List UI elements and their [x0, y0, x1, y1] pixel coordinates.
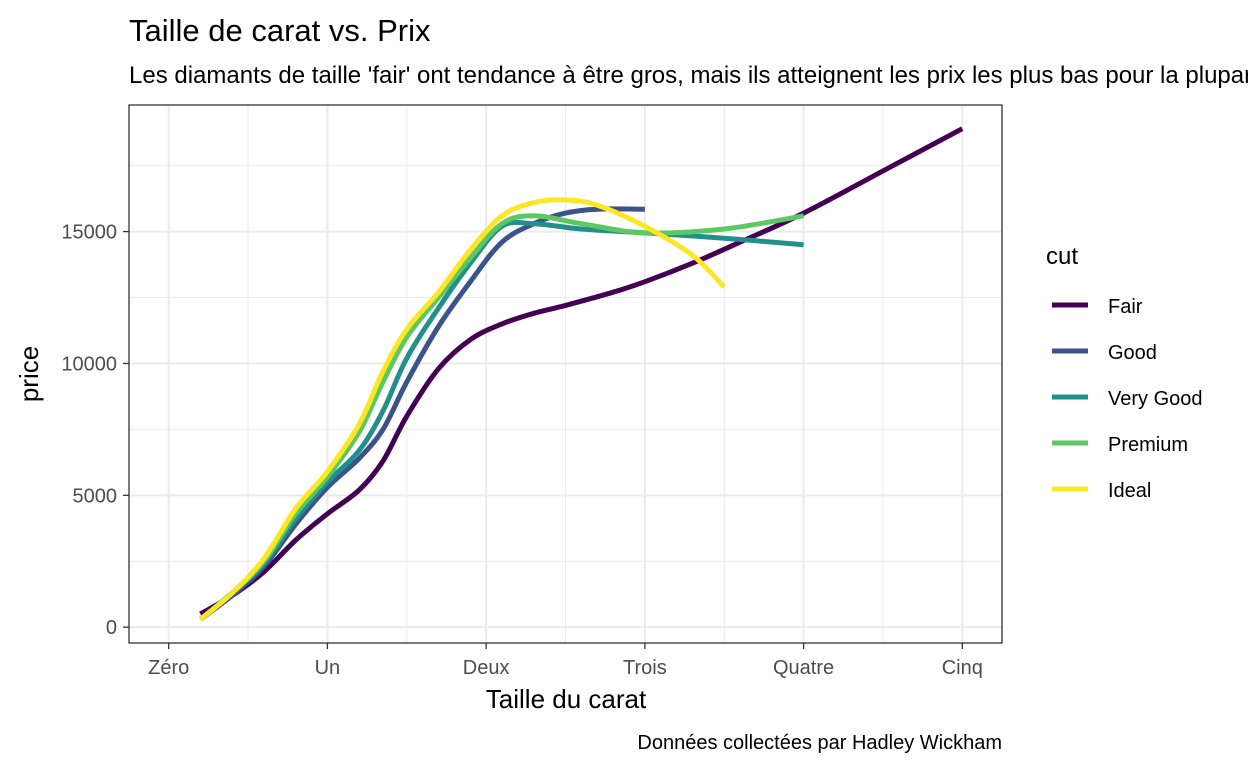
x-tick-label: Zéro	[148, 657, 189, 679]
chart-caption: Données collectées par Hadley Wickham	[637, 732, 1002, 754]
x-axis: Zéro Un Deux Trois Quatre Cinq	[148, 643, 983, 679]
chart-title: Taille de carat vs. Prix	[129, 13, 431, 48]
x-tick-label: Quatre	[773, 657, 834, 679]
major-gridlines	[129, 105, 1002, 643]
legend-label-good: Good	[1108, 342, 1157, 364]
chart-subtitle: Les diamants de taille 'fair' ont tendan…	[129, 62, 1248, 89]
legend-label-very-good: Very Good	[1108, 388, 1203, 410]
y-axis-title: price	[14, 346, 44, 402]
legend-label-premium: Premium	[1108, 434, 1188, 456]
x-tick-label: Deux	[463, 657, 510, 679]
legend-label-ideal: Ideal	[1108, 480, 1151, 502]
legend-title: cut	[1046, 243, 1078, 270]
x-axis-title: Taille du carat	[486, 684, 647, 714]
legend-label-fair: Fair	[1108, 296, 1143, 318]
y-axis: 0 5000 10000 15000	[61, 222, 129, 639]
minor-gridlines	[129, 105, 1002, 643]
x-tick-label: Cinq	[942, 657, 983, 679]
x-tick-label: Un	[315, 657, 341, 679]
series-lines	[198, 126, 964, 622]
plot-panel	[128, 104, 1003, 644]
y-tick-label: 15000	[61, 222, 117, 244]
plot-border	[128, 104, 1003, 644]
series-line-ideal	[198, 197, 726, 622]
legend: cut Fair Good Very Good Premium Ideal	[1046, 243, 1203, 502]
y-tick-label: 0	[106, 617, 117, 639]
x-tick-label: Trois	[623, 657, 667, 679]
y-tick-label: 10000	[61, 353, 117, 375]
legend-items: Fair Good Very Good Premium Ideal	[1052, 296, 1203, 502]
y-tick-label: 5000	[73, 485, 118, 507]
